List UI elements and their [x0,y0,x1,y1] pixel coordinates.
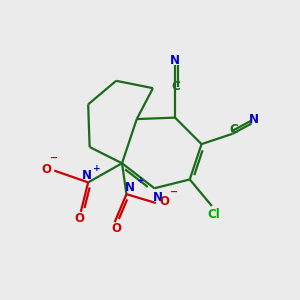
Text: −: − [169,187,178,197]
Text: +: + [137,176,145,184]
Text: N: N [249,112,259,126]
Text: Cl: Cl [207,208,220,221]
Text: +: + [93,164,100,173]
Text: N: N [82,169,92,182]
Text: N: N [170,54,180,67]
Text: C: C [171,80,180,94]
Text: O: O [41,163,51,176]
Text: O: O [74,212,84,225]
Text: O: O [111,222,121,235]
Text: N: N [153,190,163,204]
Text: O: O [160,195,170,208]
Text: N: N [124,181,134,194]
Text: −: − [50,152,58,162]
Text: C: C [230,123,238,136]
